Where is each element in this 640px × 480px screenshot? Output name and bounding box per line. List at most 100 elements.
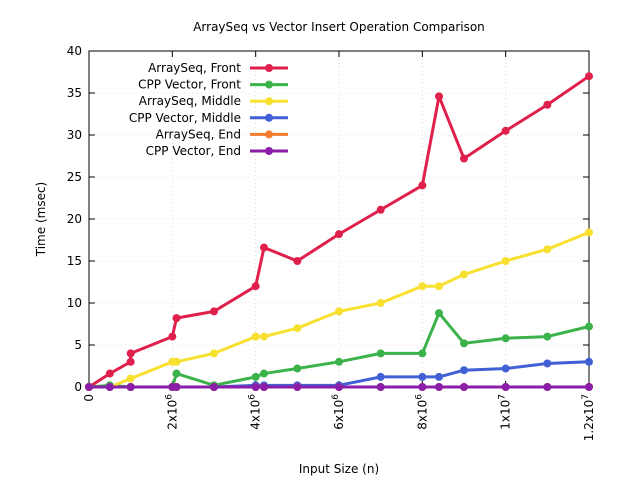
series-0 <box>85 72 593 391</box>
data-point <box>172 369 181 378</box>
x-tick-base: 2x10 <box>165 400 179 430</box>
data-point <box>172 383 181 391</box>
data-point <box>460 154 468 163</box>
data-point <box>293 324 302 333</box>
data-point <box>172 314 181 323</box>
y-tick-label: 10 <box>67 296 82 310</box>
x-tick-exponent: 6 <box>414 394 424 400</box>
legend-label: CPP Vector, Front <box>138 78 241 92</box>
data-point <box>418 181 427 190</box>
data-point <box>435 383 443 391</box>
legend-swatch-marker <box>265 113 273 122</box>
x-tick-base: 1.2x10 <box>582 400 596 441</box>
data-point <box>335 357 343 366</box>
data-point <box>501 334 510 343</box>
y-tick-label: 5 <box>74 338 82 352</box>
y-tick-label: 40 <box>67 44 82 58</box>
data-point <box>585 228 593 237</box>
series-1 <box>85 309 593 391</box>
data-point <box>126 357 135 366</box>
data-point <box>376 299 385 307</box>
y-axis-label: Time (msec) <box>34 182 48 257</box>
x-tick-base: 1x10 <box>499 400 513 430</box>
data-point <box>335 230 343 239</box>
data-point <box>126 374 135 383</box>
x-tick-exponent: 6 <box>164 394 174 400</box>
data-point <box>543 383 552 391</box>
data-point <box>501 383 510 391</box>
x-tick-label: 1x107 <box>498 394 513 430</box>
x-tick-exponent: 6 <box>248 394 258 400</box>
series-2 <box>85 228 593 391</box>
data-point <box>435 372 443 381</box>
data-point <box>293 383 302 391</box>
legend-label: ArraySeq, Front <box>148 61 241 75</box>
data-point <box>543 359 552 368</box>
data-point <box>376 205 385 214</box>
data-point <box>85 383 93 391</box>
data-point <box>585 72 593 81</box>
data-point <box>418 372 427 381</box>
legend-label: CPP Vector, Middle <box>129 111 241 125</box>
data-point <box>251 372 260 381</box>
x-tick-base: 6x10 <box>332 400 346 430</box>
legend-swatch-marker <box>265 147 273 155</box>
data-point <box>418 282 427 291</box>
data-series <box>85 72 593 391</box>
x-tick-label: 8x106 <box>414 394 429 430</box>
y-tick-label: 30 <box>67 128 82 142</box>
y-tick-label: 0 <box>74 380 82 394</box>
data-point <box>251 282 260 291</box>
x-tick-base: 8x10 <box>415 400 429 430</box>
data-point <box>251 383 260 391</box>
data-point <box>260 383 268 391</box>
legend-label: ArraySeq, Middle <box>139 94 241 108</box>
data-point <box>460 339 468 348</box>
x-tick-label: 4x106 <box>248 394 263 430</box>
data-point <box>435 92 443 101</box>
x-tick-label: 0 <box>82 394 96 402</box>
chart-title: ArraySeq vs Vector Insert Operation Comp… <box>193 20 485 34</box>
x-axis-label: Input Size (n) <box>299 462 379 476</box>
data-point <box>168 332 177 341</box>
y-tick-label: 35 <box>67 86 82 100</box>
data-point <box>210 349 218 358</box>
data-point <box>293 257 302 265</box>
legend-swatch-marker <box>265 64 273 72</box>
data-point <box>251 332 260 341</box>
x-tick-label: 6x106 <box>331 394 346 430</box>
data-point <box>210 307 218 316</box>
data-point <box>335 307 343 316</box>
legend-swatch-marker <box>265 97 273 106</box>
data-point <box>435 282 443 291</box>
data-point <box>585 383 593 391</box>
legend-swatch-marker <box>265 130 273 139</box>
data-point <box>376 372 385 381</box>
y-tick-label: 20 <box>67 212 82 226</box>
data-point <box>543 245 552 254</box>
data-point <box>105 369 114 378</box>
data-point <box>460 270 468 279</box>
data-point <box>126 349 135 358</box>
x-tick-label: 2x106 <box>164 394 179 430</box>
y-tick-label: 15 <box>67 254 82 268</box>
data-point <box>210 383 218 391</box>
x-tick-exponent: 6 <box>331 394 341 400</box>
x-tick-base: 4x10 <box>249 400 263 430</box>
legend: ArraySeq, Front CPP Vector, Front ArraySeq… <box>129 61 288 158</box>
data-point <box>126 383 135 391</box>
x-tick-label: 1.2x107 <box>581 394 596 441</box>
data-point <box>260 369 268 378</box>
x-tick-exponent: 7 <box>581 394 591 400</box>
data-point <box>376 383 385 391</box>
data-point <box>172 357 181 366</box>
y-tick-label: 25 <box>67 170 82 184</box>
data-point <box>105 383 114 391</box>
data-point <box>376 349 385 358</box>
data-point <box>585 357 593 366</box>
data-point <box>543 100 552 109</box>
legend-label: ArraySeq, End <box>156 127 241 141</box>
legend-swatch-marker <box>265 80 273 89</box>
